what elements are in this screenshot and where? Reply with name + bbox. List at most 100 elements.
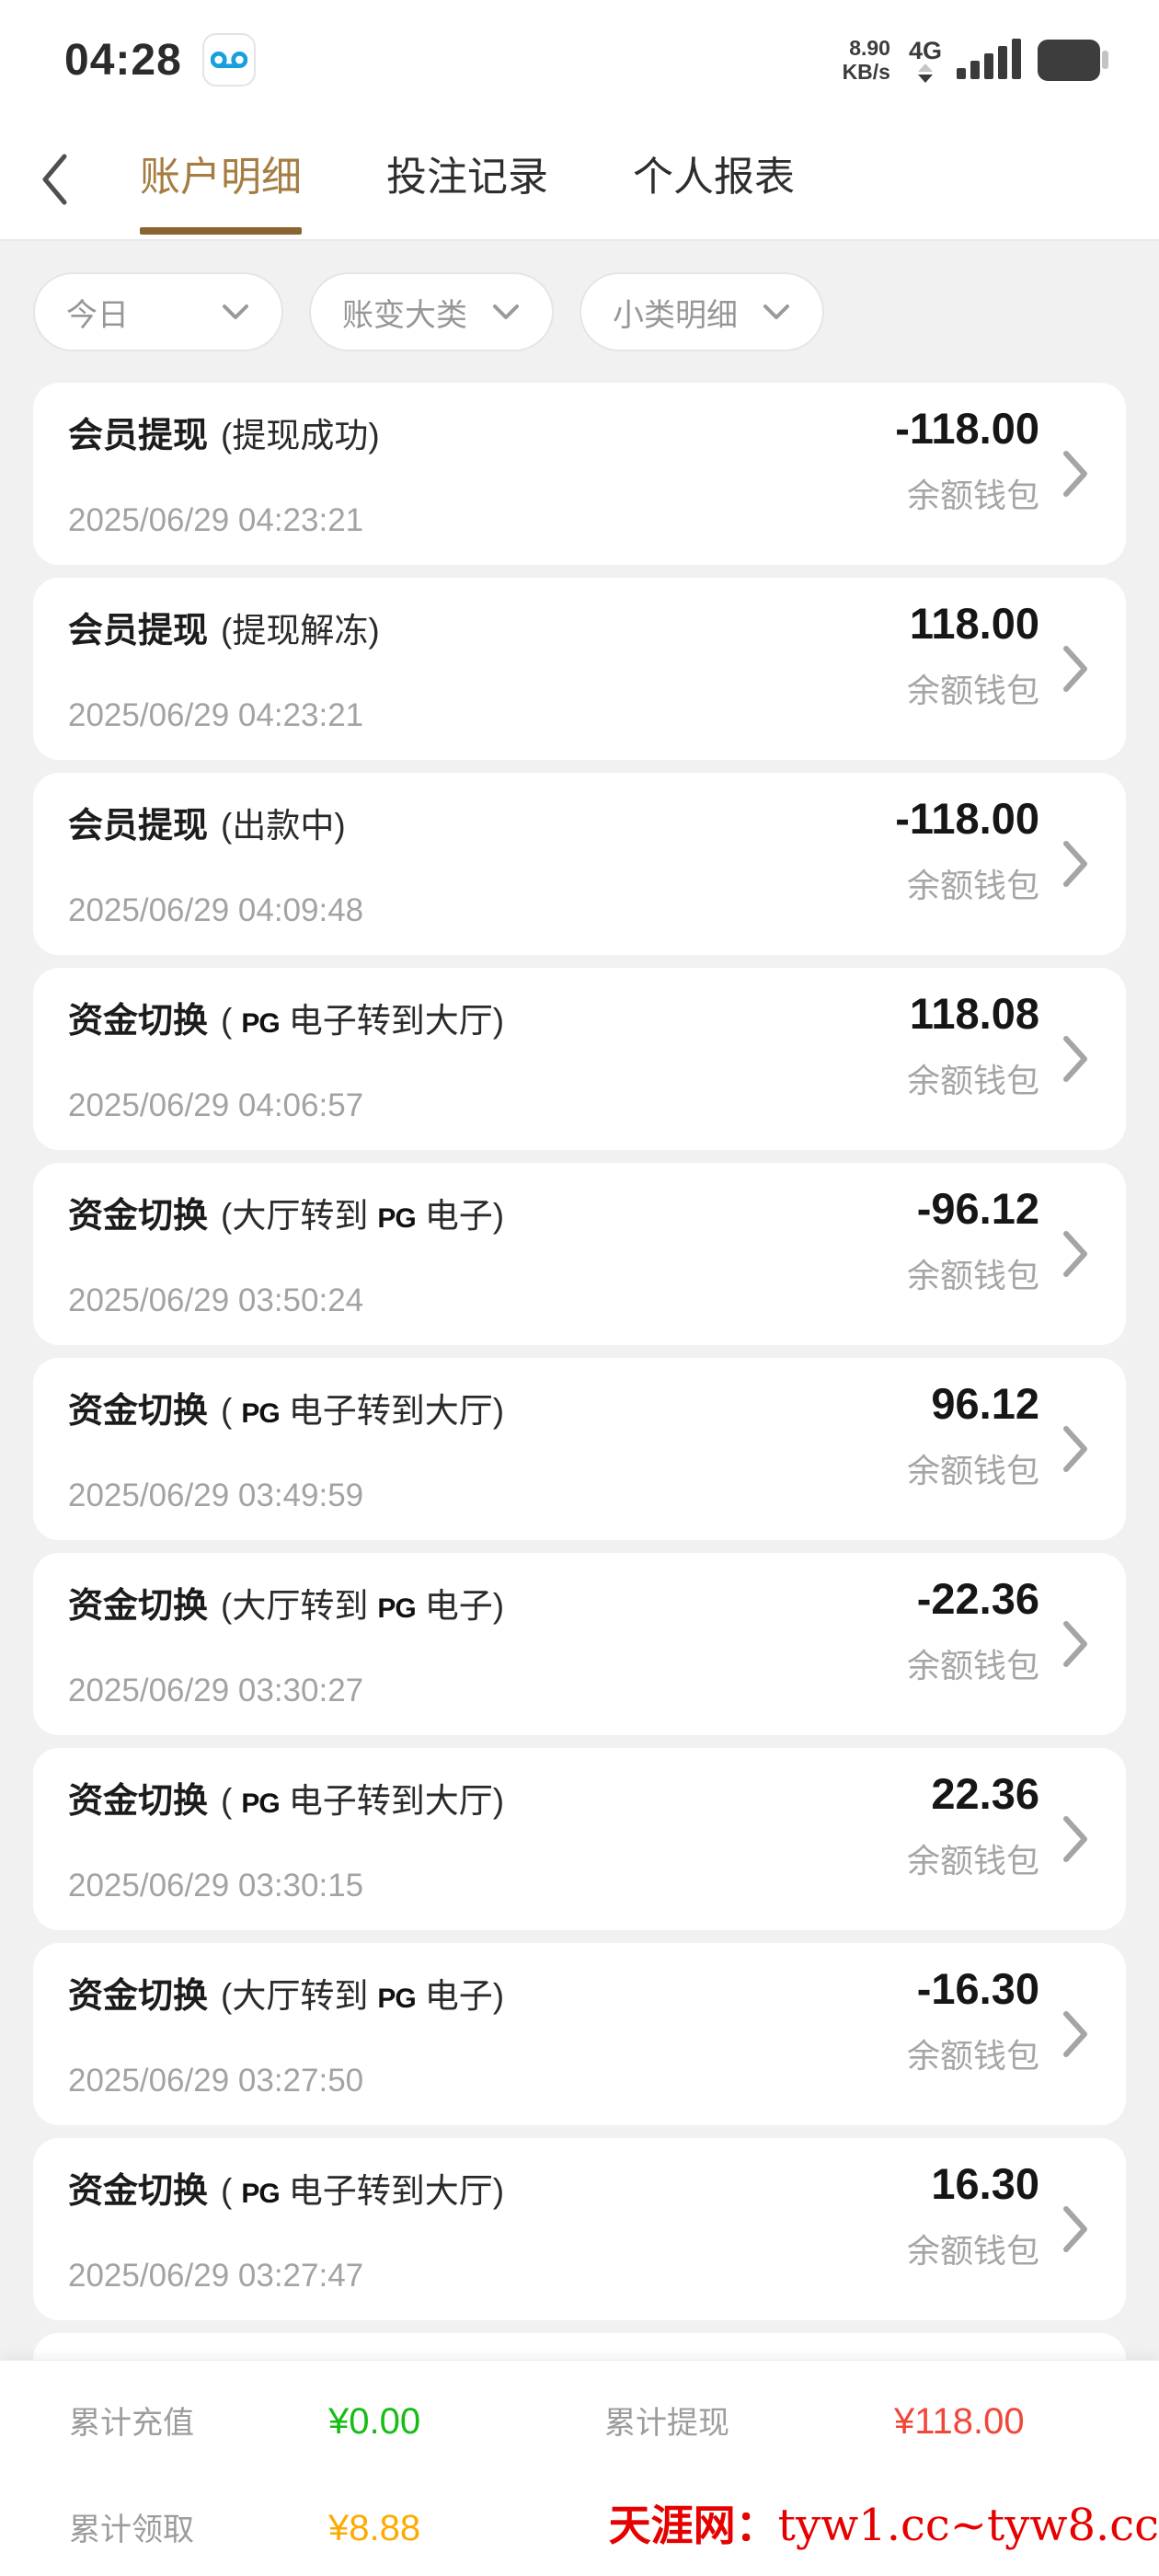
filter-major-category-dropdown[interactable]: 账变大类 (309, 272, 554, 351)
transaction-datetime: 2025/06/29 04:09:48 (68, 892, 364, 928)
transaction-left-column: 资金切换 (PG 电子转到大厅) 2025/06/29 03:49:59 (68, 1382, 988, 1514)
transaction-card[interactable]: 资金切换 (PG 电子转到大厅) 2025/06/29 04:06:57 118.0… (33, 968, 1126, 1150)
transaction-right-column: 118.08 余额钱包 (907, 988, 1039, 1102)
transaction-title-line: 资金切换 (大厅转到 PG 电子) (68, 1967, 988, 2018)
total-recharge-label: 累计充值 (69, 2406, 194, 2441)
summary-row-2: 累计领取 ¥8.88 天涯网：tyw1.cc~tyw8.cc (69, 2492, 1159, 2553)
transaction-title-line: 资金切换 (PG 电子转到大厅) (68, 992, 988, 1042)
voicemail-badge (201, 33, 256, 86)
transaction-amount: 22.36 (931, 1769, 1039, 1818)
transaction-detail: (大厅转到 PG 电子) (221, 1587, 504, 1625)
tab-account-details[interactable]: 账户明细 (140, 119, 302, 240)
transaction-card[interactable]: 会员提现 (出款中) 2025/06/29 04:09:48 -118.00 余额… (33, 773, 1126, 955)
network-type-label: 4G (908, 36, 942, 64)
transaction-wallet: 余额钱包 (906, 867, 1039, 904)
transaction-amount: 118.00 (909, 599, 1039, 648)
chevron-right-icon (1063, 1231, 1087, 1277)
filter-date-dropdown[interactable]: 今日 (33, 272, 283, 351)
transaction-right-column: 22.36 余额钱包 (907, 1768, 1039, 1882)
total-recharge-value: ¥0.00 (328, 2401, 421, 2442)
filter-date-label: 今日 (66, 297, 129, 333)
transaction-detail: (PG 电子转到大厅) (221, 1392, 504, 1430)
filter-sub-category-dropdown[interactable]: 小类明细 (580, 272, 824, 351)
transaction-detail-pre: (提现解冻) (221, 612, 380, 650)
transaction-detail-pre: ( (221, 1782, 233, 1820)
transaction-datetime: 2025/06/29 03:27:47 (68, 2258, 364, 2294)
transaction-detail-post: 电子转到大厅) (288, 2172, 505, 2210)
tab-personal-report-label: 个人报表 (633, 155, 795, 200)
back-button[interactable] (39, 147, 94, 212)
transaction-card[interactable]: 资金切换 (PG 电子转到大厅) 2025/06/29 03:30:15 22.36… (33, 1748, 1126, 1930)
transaction-amount: -118.00 (895, 404, 1039, 453)
transaction-amount: 16.30 (931, 2159, 1039, 2208)
transaction-type: 资金切换 (68, 1782, 209, 1821)
transaction-title-line: 资金切换 (PG 电子转到大厅) (68, 2162, 988, 2213)
chevron-right-icon (1063, 1426, 1087, 1472)
transaction-left-column: 会员提现 (提现解冻) 2025/06/29 04:23:21 (68, 602, 988, 734)
transaction-detail-pre: (大厅转到 (221, 1587, 369, 1625)
chevron-right-icon (1063, 1036, 1087, 1082)
pg-logo: PG (241, 1008, 280, 1039)
transaction-datetime: 2025/06/29 03:30:27 (68, 1673, 364, 1708)
chevron-right-icon (1063, 646, 1087, 692)
transaction-left-column: 会员提现 (出款中) 2025/06/29 04:09:48 (68, 797, 988, 929)
filter-row: 今日 账变大类 小类明细 (33, 272, 1126, 351)
transaction-detail: ( PG 电子转到大厅) (221, 1782, 504, 1820)
transaction-wallet: 余额钱包 (906, 1842, 1039, 1880)
transaction-right-column: -118.00 余额钱包 (895, 403, 1039, 517)
transaction-detail: (出款中) (221, 807, 346, 845)
chevron-right-icon (1063, 2206, 1087, 2252)
transaction-card[interactable]: 资金切换 (大厅转到 PG 电子) 2025/06/29 03:50:24 -96.1… (33, 1163, 1126, 1345)
transaction-title-line: 资金切换 ( PG 电子转到大厅) (68, 1772, 988, 1823)
transaction-type: 资金切换 (68, 1197, 209, 1236)
watermark-urls: tyw1.cc~tyw8.cc (777, 2500, 1159, 2551)
transaction-detail: (大厅转到 PG 电子) (221, 1197, 504, 1235)
transaction-type: 资金切换 (68, 1977, 209, 2016)
transaction-detail-post: 电子转到大厅) (288, 1782, 505, 1820)
total-claim-value: ¥8.88 (328, 2508, 421, 2548)
transaction-detail-post: 电子) (424, 1197, 505, 1235)
transaction-detail-pre: (出款中) (221, 807, 346, 845)
tab-personal-report[interactable]: 个人报表 (633, 119, 795, 240)
network-speed-unit: KB/s (842, 60, 890, 84)
chevron-right-icon (1063, 1816, 1087, 1862)
transaction-card[interactable]: 会员提现 (提现成功) 2025/06/29 04:23:21 -118.00 余… (33, 383, 1126, 565)
filter-sub-category-label: 小类明细 (613, 297, 738, 333)
transaction-datetime: 2025/06/29 04:23:21 (68, 502, 364, 538)
transaction-type: 资金切换 (68, 2172, 209, 2211)
transaction-amount: -16.30 (916, 1964, 1039, 2013)
transaction-detail-pre: ( (221, 1002, 233, 1040)
transaction-wallet: 余额钱包 (906, 672, 1039, 709)
voicemail-icon (210, 52, 247, 68)
transaction-title-line: 资金切换 (大厅转到 PG 电子) (68, 1187, 988, 1237)
watermark-site-name: 天涯网： (608, 2501, 778, 2549)
transaction-detail-pre: (大厅转到 (221, 1977, 369, 2015)
back-chevron-icon (42, 154, 67, 205)
transaction-wallet: 余额钱包 (906, 1062, 1039, 1099)
total-withdraw-label: 累计提现 (604, 2406, 729, 2441)
transaction-datetime: 2025/06/29 04:06:57 (68, 1087, 364, 1123)
pg-logo: PG (241, 1398, 280, 1429)
signal-bars-icon (957, 39, 1021, 79)
transaction-card[interactable]: 资金切换 (PG 电子转到大厅) 2025/06/29 03:27:47 16.30… (33, 2138, 1126, 2320)
tab-bet-records[interactable]: 投注记录 (386, 119, 548, 240)
transaction-amount: 118.08 (909, 989, 1039, 1038)
down-arrow-icon (917, 74, 933, 83)
transaction-type: 资金切换 (68, 1392, 209, 1431)
transaction-card[interactable]: 资金切换 (大厅转到 PG 电子) 2025/06/29 03:30:27 -22.3… (33, 1553, 1126, 1735)
transaction-card[interactable]: 会员提现 (提现解冻) 2025/06/29 04:23:21 118.00 余额… (33, 578, 1126, 760)
transaction-card[interactable]: 资金切换 (PG 电子转到大厅) 2025/06/29 03:49:59 96.12… (33, 1358, 1126, 1540)
tab-bet-records-label: 投注记录 (386, 155, 548, 200)
transaction-detail-pre: ( (221, 1392, 233, 1430)
transaction-left-column: 资金切换 (大厅转到 PG 电子) 2025/06/29 03:30:27 (68, 1577, 988, 1709)
transaction-type: 资金切换 (68, 1002, 209, 1041)
transaction-card[interactable]: 资金切换 (大厅转到 PG 电子) 2025/06/29 03:27:50 -16.3… (33, 1943, 1126, 2125)
pg-logo: PG (377, 1203, 416, 1234)
transaction-amount: -22.36 (916, 1574, 1039, 1623)
transaction-list: 会员提现 (提现成功) 2025/06/29 04:23:21 -118.00 余… (33, 383, 1126, 2320)
transaction-wallet: 余额钱包 (906, 477, 1039, 514)
chevron-right-icon (1063, 1621, 1087, 1667)
pg-logo: PG (241, 1788, 280, 1819)
transaction-type: 会员提现 (68, 612, 209, 650)
filter-major-category-label: 账变大类 (342, 297, 467, 333)
